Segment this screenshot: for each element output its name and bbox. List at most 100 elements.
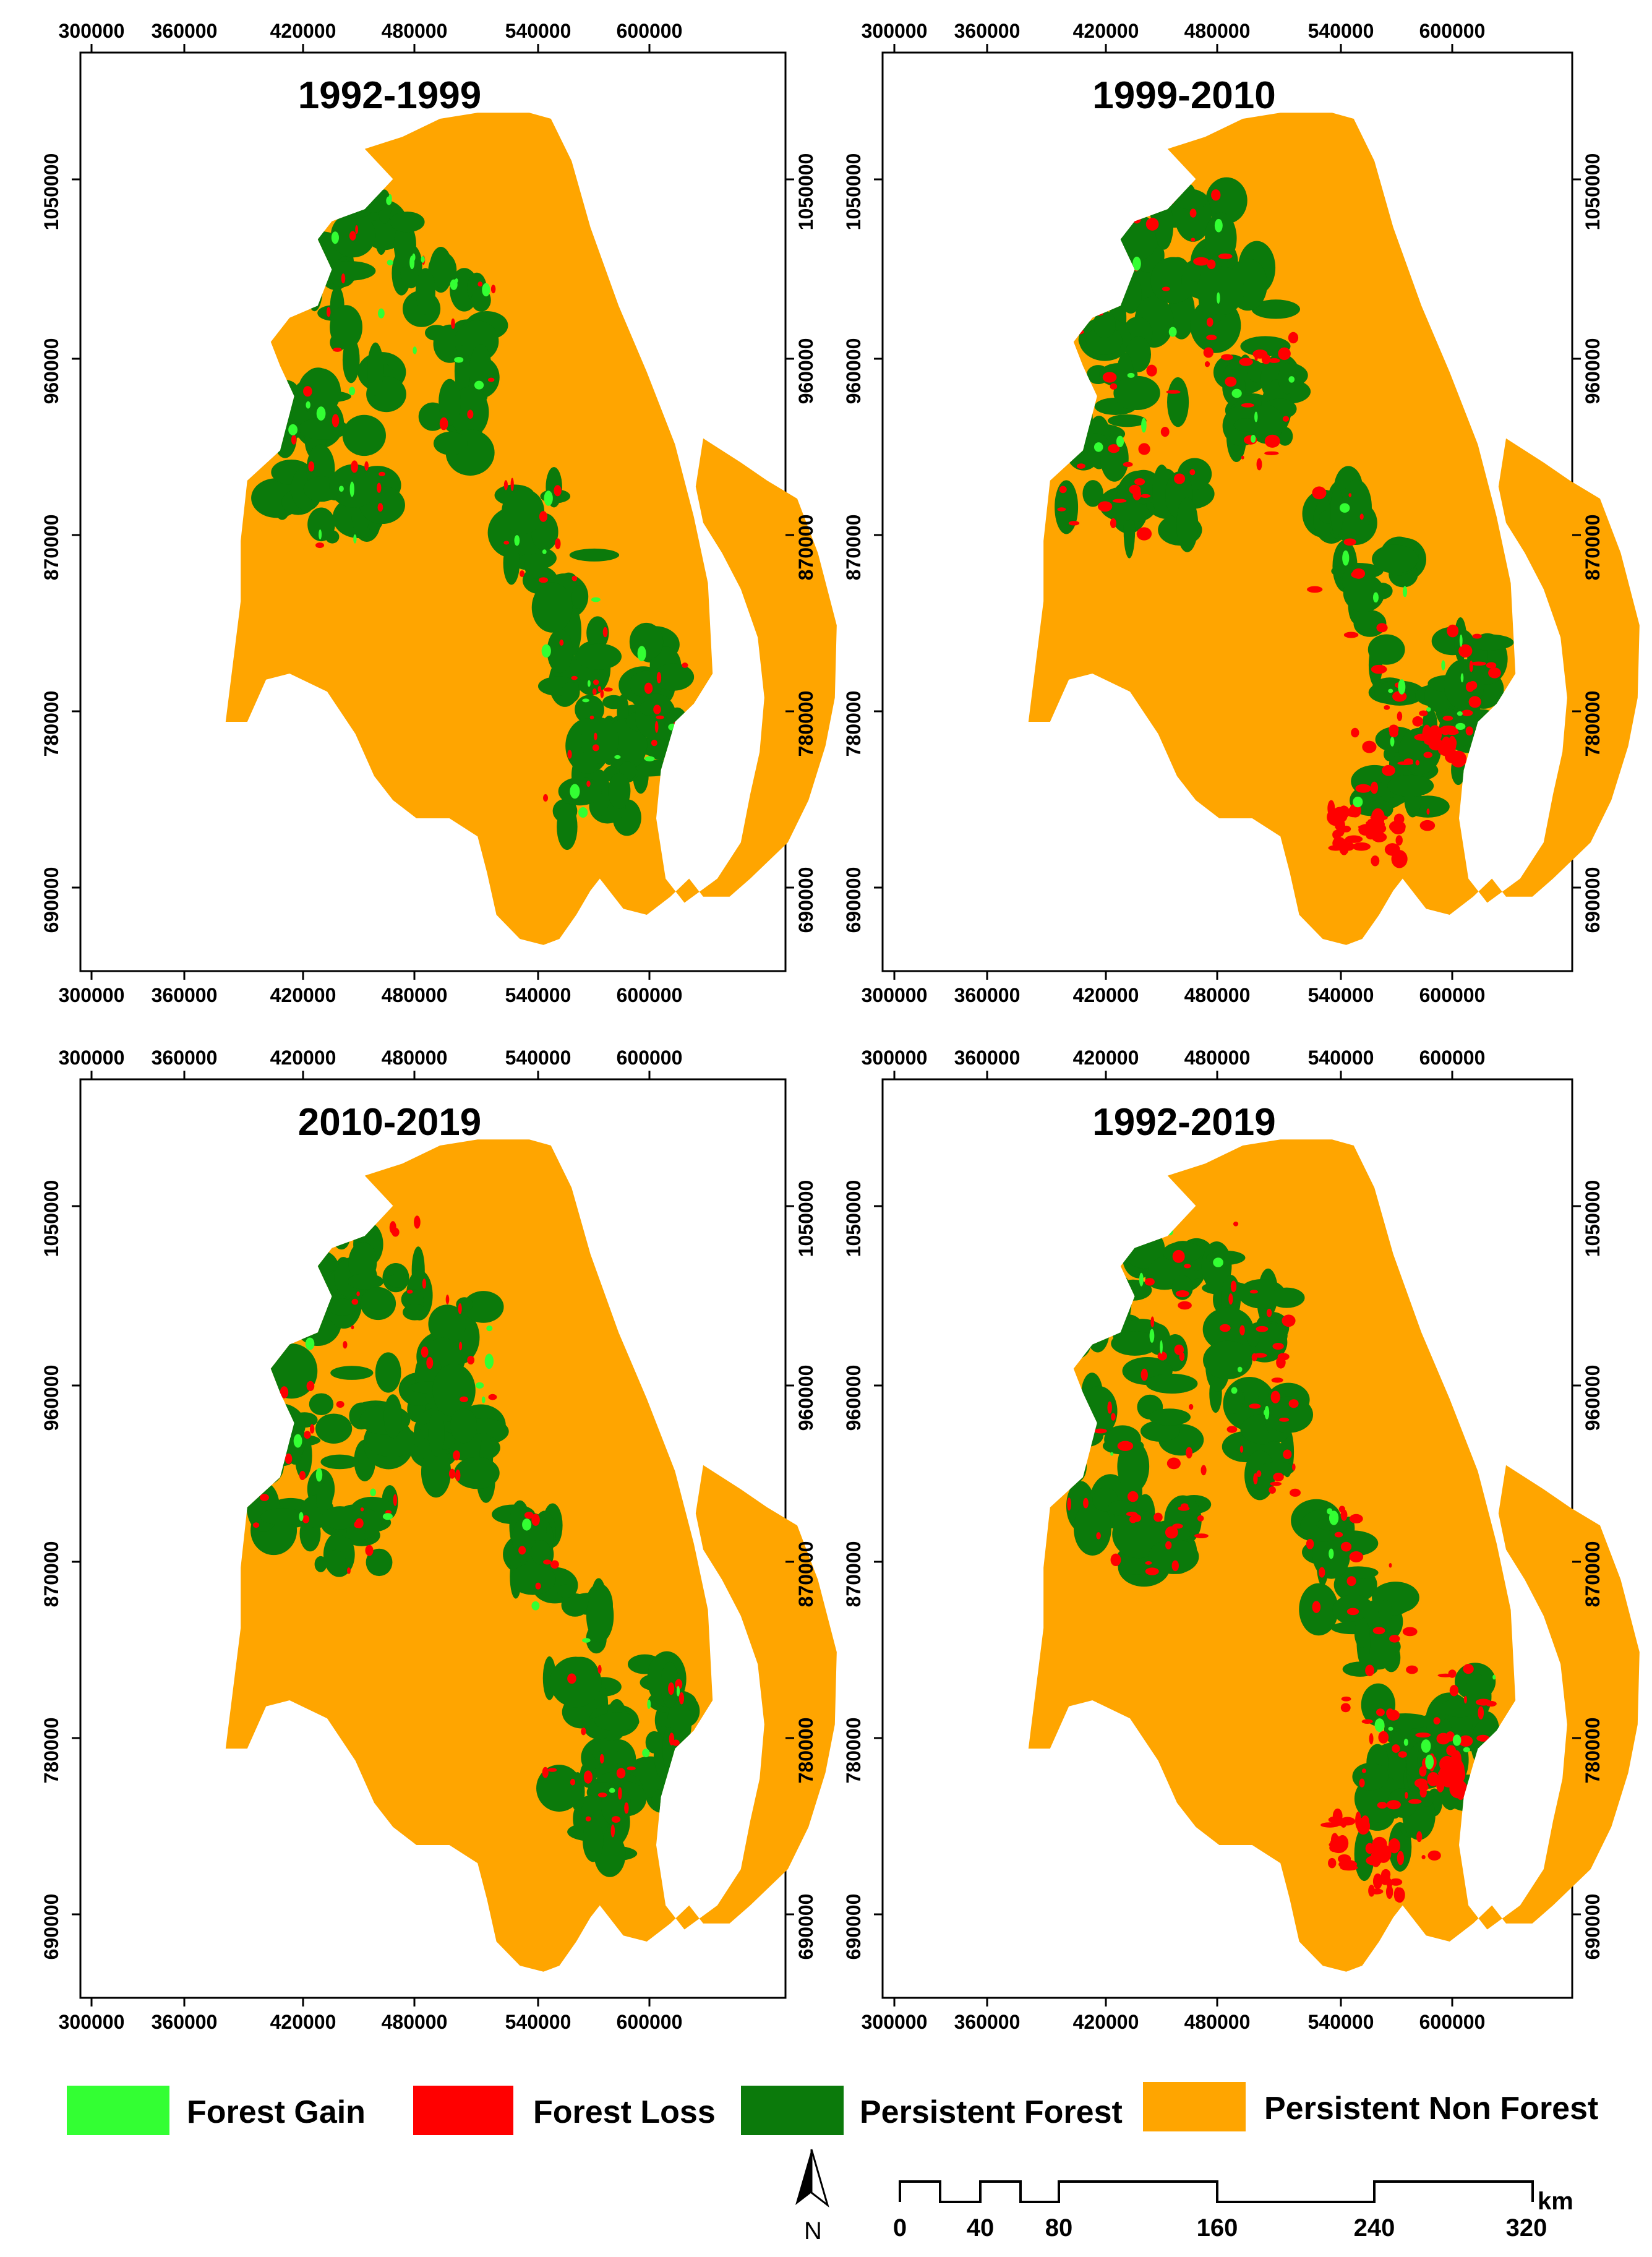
forest-loss-patch bbox=[592, 744, 599, 752]
persistent-forest-patch bbox=[547, 628, 573, 674]
y-tick-label-right: 870000 bbox=[795, 1541, 817, 1608]
persistent-forest-patch bbox=[1226, 1384, 1243, 1414]
x-tick-label-bottom: 480000 bbox=[1184, 2011, 1251, 2033]
x-tick-label-top: 360000 bbox=[152, 1047, 218, 1069]
forest-loss-patch bbox=[1338, 839, 1350, 855]
forest-loss-patch bbox=[252, 1522, 260, 1528]
y-tick-label-right: 690000 bbox=[1581, 1894, 1604, 1960]
persistent-forest-patch bbox=[571, 585, 586, 609]
forest-loss-patch bbox=[1351, 727, 1359, 738]
forest-loss-patch bbox=[341, 273, 346, 284]
persistent-forest-patch bbox=[557, 803, 578, 850]
forest-loss-patch bbox=[1057, 507, 1066, 512]
y-tick-label-right: 960000 bbox=[1581, 1365, 1604, 1431]
forest-loss-patch bbox=[627, 1766, 636, 1771]
forest-loss-patch bbox=[581, 1728, 586, 1736]
forest-loss-patch bbox=[1348, 493, 1352, 497]
forest-loss-patch bbox=[1189, 1403, 1194, 1410]
x-tick-label-top: 540000 bbox=[1308, 20, 1374, 42]
persistent-forest-patch bbox=[298, 418, 349, 440]
forest-loss-patch bbox=[1423, 752, 1433, 758]
y-tick-label-left: 960000 bbox=[842, 338, 865, 405]
north-arrow: N bbox=[795, 2149, 829, 2245]
map-panel-2: 2010-2019 300000 300000 360000 360000 420000 4… bbox=[40, 1047, 837, 2033]
y-tick-label-right: 690000 bbox=[795, 1894, 817, 1960]
x-tick-label-bottom: 540000 bbox=[1308, 984, 1374, 1006]
x-tick-label-top: 420000 bbox=[270, 1047, 336, 1069]
persistent-forest-patch bbox=[558, 777, 602, 806]
forest-loss-patch bbox=[1418, 1783, 1429, 1791]
forest-loss-patch bbox=[1463, 1695, 1467, 1704]
forest-loss-patch bbox=[1444, 750, 1460, 764]
forest-loss-patch bbox=[503, 480, 508, 490]
forest-gain-patch bbox=[481, 1396, 486, 1403]
forest-loss-patch bbox=[1068, 521, 1080, 526]
forest-loss-patch bbox=[1465, 682, 1474, 692]
forest-loss-patch bbox=[1197, 1515, 1204, 1522]
forest-loss-patch bbox=[651, 739, 657, 747]
forest-loss-patch bbox=[1239, 1325, 1245, 1336]
scale-label-80: 80 bbox=[1045, 2214, 1073, 2242]
forest-loss-patch bbox=[1376, 1708, 1385, 1716]
persistent-forest-patch bbox=[1372, 544, 1418, 573]
x-tick-label-top: 420000 bbox=[270, 20, 336, 42]
forest-loss-patch bbox=[1059, 486, 1067, 494]
forest-gain-patch bbox=[319, 529, 322, 540]
x-tick-label-bottom: 360000 bbox=[954, 984, 1021, 1006]
forest-loss-patch bbox=[448, 1468, 456, 1479]
forest-loss-patch bbox=[309, 1424, 315, 1434]
forest-loss-patch bbox=[1241, 455, 1244, 460]
persistent-forest-patch bbox=[439, 379, 461, 426]
persistent-forest-patch bbox=[582, 1818, 604, 1862]
y-tick-label-right: 780000 bbox=[1581, 691, 1604, 757]
forest-gain-patch bbox=[474, 380, 484, 390]
forest-loss-patch bbox=[593, 679, 599, 685]
forest-loss-patch bbox=[1282, 416, 1290, 422]
forest-gain-patch bbox=[421, 255, 425, 263]
persistent-forest-patch bbox=[601, 1785, 631, 1827]
forest-gain-patch bbox=[1398, 679, 1406, 695]
persistent-forest-patch bbox=[576, 643, 622, 670]
forest-loss-patch bbox=[1382, 764, 1395, 776]
persistent-forest-patch bbox=[1354, 1619, 1370, 1648]
forest-loss-patch bbox=[332, 414, 340, 427]
forest-loss-patch bbox=[1175, 1290, 1189, 1298]
persistent-forest-patch bbox=[629, 622, 664, 661]
forest-gain-patch bbox=[349, 387, 356, 396]
persistent-forest-patch bbox=[415, 268, 435, 315]
y-tick-label-left: 870000 bbox=[40, 515, 62, 581]
persistent-forest-patch bbox=[330, 305, 362, 349]
forest-loss-patch bbox=[1351, 571, 1361, 578]
x-tick-label-top: 360000 bbox=[954, 1047, 1021, 1069]
forest-loss-patch bbox=[1346, 807, 1361, 818]
persistent-forest-patch bbox=[450, 1408, 477, 1444]
forest-loss-patch bbox=[351, 1298, 359, 1305]
forest-gain-patch bbox=[353, 534, 357, 544]
legend-item-persistent-forest: Persistent Forest bbox=[741, 2086, 1123, 2135]
x-tick-label-top: 600000 bbox=[617, 1047, 683, 1069]
forest-loss-patch bbox=[488, 1394, 497, 1400]
forest-loss-patch bbox=[1141, 1368, 1148, 1381]
forest-gain-patch bbox=[482, 283, 490, 297]
y-tick-label-right: 1050000 bbox=[1581, 153, 1604, 231]
persistent-forest-patch bbox=[1085, 326, 1123, 355]
persistent-forest-patch bbox=[1107, 414, 1147, 427]
forest-gain-patch bbox=[1339, 503, 1350, 513]
forest-gain-patch bbox=[1452, 1734, 1462, 1746]
scale-label-0: 0 bbox=[893, 2214, 907, 2242]
persistent-forest-patch bbox=[348, 1274, 384, 1290]
x-tick-label-top: 420000 bbox=[1073, 20, 1139, 42]
persistent-forest-patch bbox=[309, 1393, 334, 1415]
panel-title: 1992-2019 bbox=[1092, 1101, 1276, 1144]
forest-loss-patch bbox=[1405, 1791, 1408, 1799]
forest-loss-patch bbox=[1415, 1732, 1431, 1738]
forest-loss-patch bbox=[1203, 347, 1213, 358]
x-tick-label-top: 600000 bbox=[1419, 1047, 1486, 1069]
forest-gain-patch bbox=[1127, 372, 1135, 378]
persistent-forest-patch bbox=[388, 1274, 409, 1288]
forest-loss-patch bbox=[1249, 1290, 1258, 1294]
forest-loss-patch bbox=[406, 1290, 413, 1294]
forest-gain-patch bbox=[614, 755, 621, 760]
forest-loss-patch bbox=[1389, 1878, 1403, 1886]
forest-gain-patch bbox=[1168, 327, 1177, 337]
